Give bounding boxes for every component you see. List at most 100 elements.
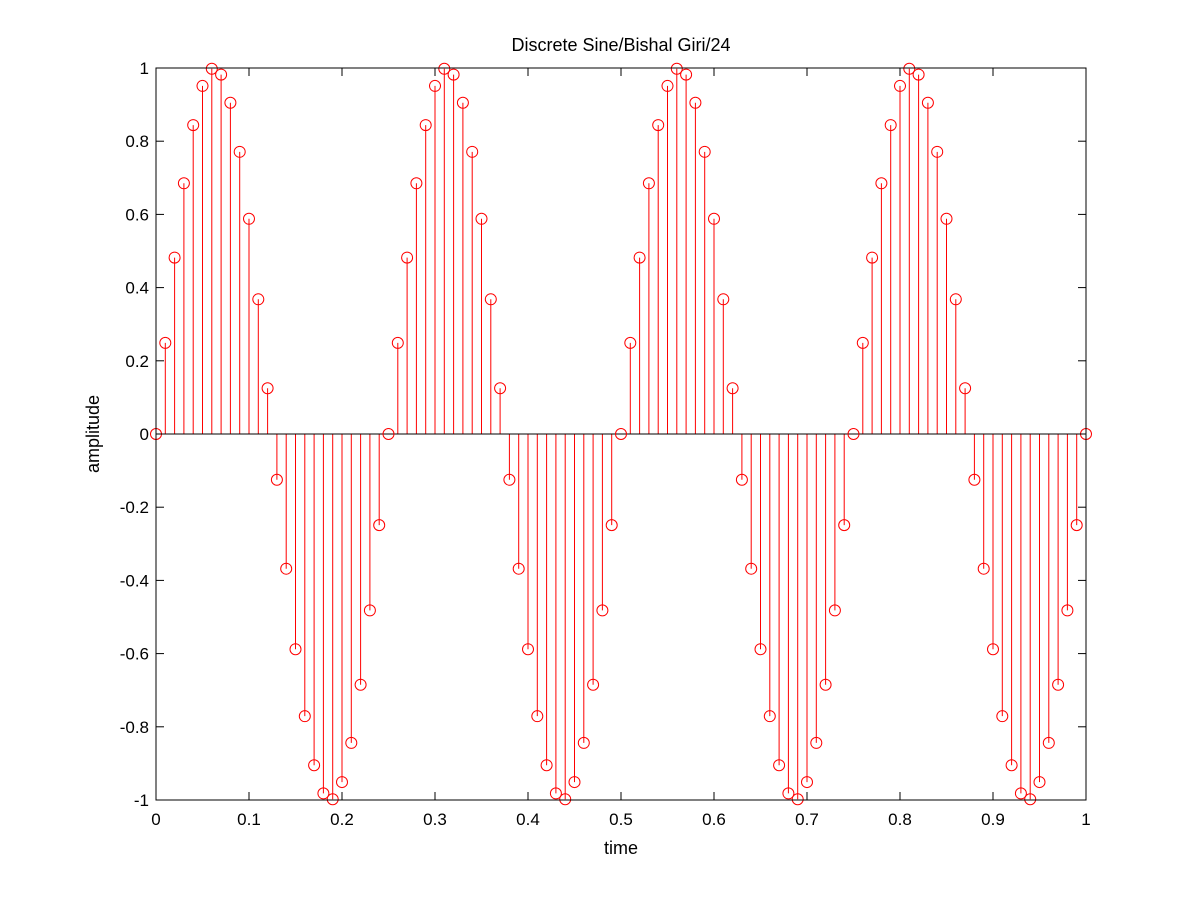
stem-marker [317, 787, 330, 800]
stem-marker [466, 145, 479, 158]
stem-marker [373, 519, 386, 532]
x-tick-label: 0.7 [795, 810, 819, 829]
stem-marker [503, 473, 516, 486]
stem-marker [512, 562, 525, 575]
stem-marker [847, 428, 860, 440]
stem-marker [410, 177, 423, 190]
stem-marker [391, 336, 404, 349]
y-tick-label: 0.2 [125, 352, 149, 371]
stem-marker [540, 759, 553, 772]
stem-marker [1033, 776, 1046, 789]
stem-marker [717, 293, 730, 306]
x-tick-label: 0 [151, 810, 160, 829]
stem-marker [642, 177, 655, 190]
x-axis-title: time [604, 838, 638, 858]
stem-marker [336, 776, 348, 789]
x-tick-label: 0.5 [609, 810, 633, 829]
x-tick-label: 0.3 [423, 810, 447, 829]
stem-marker [856, 336, 869, 349]
x-tick-label: 0.2 [330, 810, 354, 829]
stem-marker [308, 759, 321, 772]
stem-marker [987, 643, 999, 656]
stem-marker [345, 736, 358, 749]
stem-marker [568, 776, 581, 789]
stem-marker [866, 251, 879, 264]
stem-marker [270, 473, 283, 486]
stem-marker [698, 145, 711, 158]
stem-marker [735, 473, 748, 486]
y-tick-label: 1 [140, 59, 149, 78]
stem-marker [205, 62, 218, 75]
y-axis-title: amplitude [83, 395, 103, 473]
stem-marker [587, 678, 600, 691]
stem-marker [577, 736, 590, 749]
stem-marker [596, 604, 609, 617]
y-tick-label: -0.8 [120, 718, 149, 737]
stem-marker [773, 759, 786, 772]
stem-marker [875, 177, 888, 190]
stem-marker [1052, 678, 1065, 691]
stem-marker [763, 710, 776, 723]
stem-marker [605, 519, 618, 532]
y-tick-label: 0.6 [125, 205, 149, 224]
stem-marker [968, 473, 981, 486]
stem-marker [252, 293, 265, 306]
x-tick-label: 1 [1081, 810, 1090, 829]
y-tick-label: -0.2 [120, 498, 149, 517]
stem-marker [475, 212, 488, 225]
y-tick-label: 0.8 [125, 132, 149, 151]
stem-marker [1014, 787, 1027, 800]
stem-marker [559, 793, 572, 806]
stem-marker [531, 710, 544, 723]
stem-marker [670, 62, 683, 75]
x-tick-label: 0.8 [888, 810, 912, 829]
stem-marker [326, 793, 339, 806]
ticks-layer [155, 67, 1087, 801]
stem-marker [680, 68, 693, 81]
stem-marker [233, 145, 246, 158]
stem-marker [1061, 604, 1074, 617]
y-tick-label: -0.6 [120, 645, 149, 664]
y-tick-label: 0 [140, 425, 149, 444]
stem-marker [447, 68, 460, 81]
stem-marker [726, 382, 739, 395]
stem-marker [419, 119, 432, 132]
x-tick-labels: 0 0.1 0.2 0.3 0.4 0.5 0.6 0.7 0.8 0.9 1 [151, 810, 1090, 829]
stem-marker [819, 678, 832, 691]
stem-marker [624, 336, 637, 349]
stem-marker [280, 562, 293, 575]
stem-marker [224, 96, 237, 109]
stem-marker [745, 562, 758, 575]
stem-marker [243, 212, 255, 225]
stem-marker [708, 212, 720, 225]
x-tick-label: 0.9 [981, 810, 1005, 829]
stem-marker [438, 62, 451, 75]
stem-marker [689, 96, 702, 109]
stem-marker [791, 793, 804, 806]
stem-marker [456, 96, 469, 109]
stem-marker [177, 177, 190, 190]
stem-marker [1005, 759, 1018, 772]
markers-layer [150, 62, 1092, 806]
stem-marker [810, 736, 823, 749]
stem-marker [782, 787, 795, 800]
stem-marker [959, 382, 972, 395]
stem-marker [196, 79, 209, 92]
stem-marker [903, 62, 916, 75]
stem-marker [168, 251, 181, 264]
stem-marker [1070, 519, 1083, 532]
stem-marker [615, 428, 627, 440]
stem-marker [633, 251, 646, 264]
chart-title: Discrete Sine/Bishal Giri/24 [511, 35, 730, 55]
x-tick-label: 0.4 [516, 810, 540, 829]
stem-marker [801, 776, 813, 789]
stem-marker [931, 145, 944, 158]
y-tick-label: -1 [134, 791, 149, 810]
stem-marker [159, 336, 172, 349]
stem-marker [940, 212, 953, 225]
stem-marker [894, 79, 906, 92]
stem-marker [401, 251, 414, 264]
stem-marker [484, 293, 497, 306]
stems-layer [164, 68, 1078, 800]
